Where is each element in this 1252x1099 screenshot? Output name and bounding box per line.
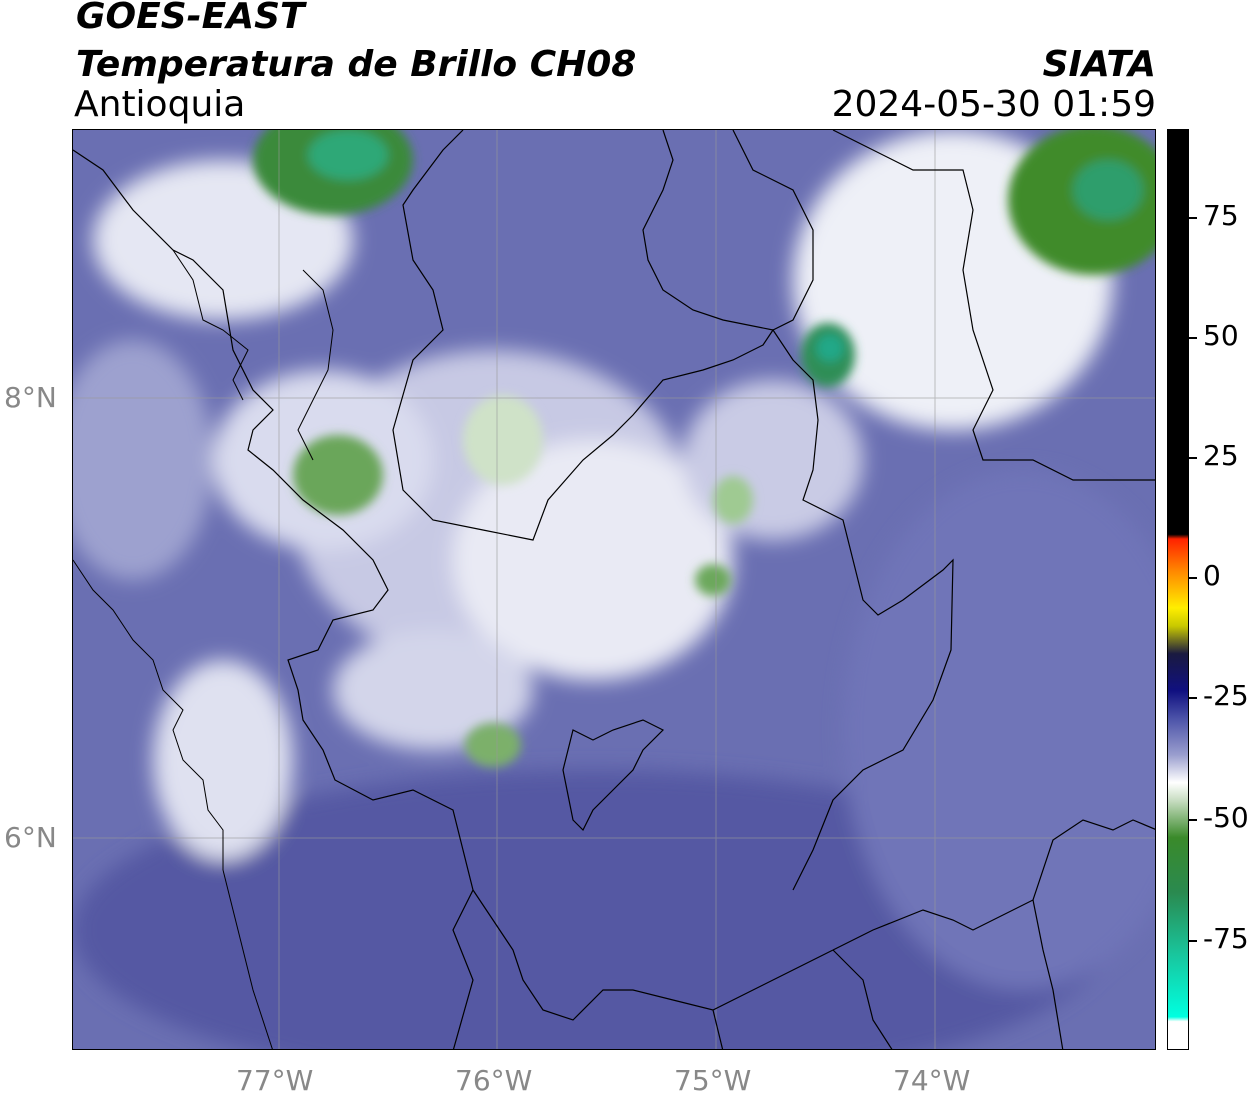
colorbar-tick-75: 75: [1203, 199, 1239, 232]
satellite-title: GOES-EAST: [76, 0, 305, 37]
lat-label-8n: 8°N: [4, 381, 57, 414]
colorbar-tick-0: 0: [1203, 559, 1221, 592]
product-title: Temperatura de Brillo CH08: [76, 44, 637, 85]
organization-label: SIATA: [1042, 44, 1156, 85]
colorbar-tick-minus50: -50: [1203, 801, 1249, 834]
lon-label-74w: 74°W: [893, 1064, 971, 1097]
brightness-temperature-map: [72, 129, 1156, 1050]
lon-label-76w: 76°W: [455, 1064, 533, 1097]
department-borders: [73, 130, 1155, 1049]
colorbar-tick-25: 25: [1203, 439, 1239, 472]
cold-cloud-tops: [253, 130, 1155, 767]
region-label: Antioquia: [74, 84, 246, 125]
lon-label-77w: 77°W: [236, 1064, 314, 1097]
colorbar-tick-50: 50: [1203, 319, 1239, 352]
coastline: [73, 249, 334, 1049]
lat-label-6n: 6°N: [4, 821, 57, 854]
colorbar-tick-minus25: -25: [1203, 679, 1249, 712]
lon-label-75w: 75°W: [674, 1064, 752, 1097]
colorbar-tick-minus75: -75: [1203, 922, 1249, 955]
timestamp-label: 2024-05-30 01:59: [831, 84, 1156, 125]
temperature-colorbar: [1167, 129, 1189, 1050]
graticule: [73, 130, 1155, 1049]
